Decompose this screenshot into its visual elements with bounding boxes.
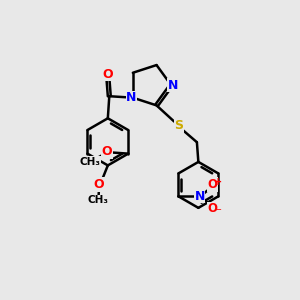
Text: O: O — [207, 178, 217, 191]
Text: N: N — [194, 190, 205, 203]
Text: O: O — [94, 178, 104, 191]
Text: O: O — [102, 145, 112, 158]
Text: ⁻: ⁻ — [215, 207, 221, 217]
Text: N: N — [126, 91, 136, 104]
Text: S: S — [174, 119, 183, 133]
Text: O: O — [207, 202, 217, 215]
Text: O: O — [103, 68, 113, 81]
Text: N: N — [167, 79, 178, 92]
Text: CH₃: CH₃ — [88, 195, 109, 206]
Text: +: + — [214, 177, 222, 187]
Text: CH₃: CH₃ — [80, 157, 101, 166]
